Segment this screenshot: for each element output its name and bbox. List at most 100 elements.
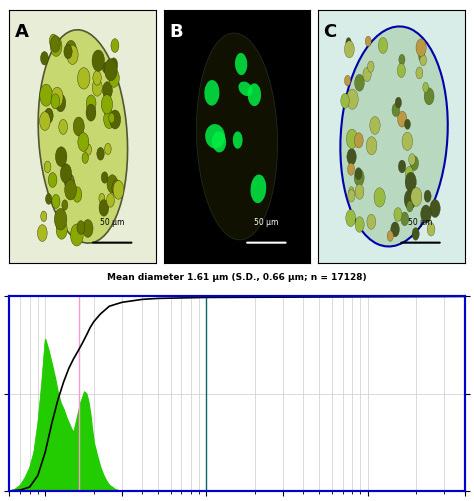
Circle shape (370, 117, 380, 134)
Ellipse shape (205, 124, 225, 148)
Circle shape (55, 94, 66, 112)
Circle shape (102, 63, 109, 73)
Text: A: A (15, 23, 29, 41)
Circle shape (92, 79, 102, 96)
Circle shape (348, 189, 355, 202)
Circle shape (67, 45, 78, 65)
Circle shape (77, 220, 85, 234)
Circle shape (64, 45, 72, 59)
Circle shape (401, 212, 409, 225)
Circle shape (55, 208, 67, 230)
Ellipse shape (340, 27, 448, 246)
Circle shape (86, 95, 96, 112)
Circle shape (378, 38, 388, 54)
Circle shape (59, 119, 67, 134)
Circle shape (71, 224, 83, 246)
Circle shape (387, 230, 393, 241)
Circle shape (355, 184, 364, 199)
Circle shape (427, 222, 435, 236)
Circle shape (86, 104, 96, 121)
Circle shape (104, 59, 117, 81)
Text: 50 μm: 50 μm (100, 218, 124, 227)
Circle shape (109, 110, 120, 129)
Circle shape (93, 71, 101, 85)
Circle shape (424, 88, 434, 105)
Ellipse shape (212, 131, 226, 152)
Circle shape (346, 89, 358, 109)
Circle shape (392, 103, 400, 117)
Circle shape (109, 69, 119, 87)
Circle shape (109, 113, 115, 123)
Circle shape (391, 222, 400, 237)
Circle shape (78, 68, 90, 89)
Circle shape (355, 168, 362, 180)
Circle shape (101, 172, 108, 183)
Title: Mean diameter 1.61 μm (S.D., 0.66 μm; n = 17128): Mean diameter 1.61 μm (S.D., 0.66 μm; n … (107, 273, 367, 282)
Circle shape (346, 209, 356, 226)
Circle shape (354, 169, 364, 186)
Circle shape (411, 187, 422, 206)
Ellipse shape (235, 53, 247, 75)
Ellipse shape (38, 30, 128, 243)
Circle shape (50, 37, 62, 56)
Circle shape (107, 193, 114, 207)
Circle shape (82, 152, 88, 163)
Circle shape (420, 55, 427, 66)
Circle shape (51, 87, 63, 107)
Circle shape (62, 200, 68, 210)
Circle shape (65, 41, 76, 60)
Circle shape (347, 149, 356, 165)
Circle shape (41, 211, 47, 221)
Circle shape (82, 219, 93, 237)
Circle shape (397, 64, 405, 78)
Circle shape (102, 82, 112, 99)
Circle shape (407, 201, 413, 212)
Circle shape (402, 132, 413, 150)
Circle shape (40, 84, 53, 106)
Circle shape (399, 55, 405, 65)
Circle shape (52, 194, 60, 208)
Circle shape (374, 188, 385, 207)
Circle shape (55, 147, 67, 166)
Circle shape (73, 117, 84, 136)
Circle shape (99, 193, 105, 203)
Circle shape (405, 172, 416, 192)
Circle shape (395, 97, 401, 108)
Circle shape (424, 190, 431, 202)
Ellipse shape (248, 83, 261, 106)
Circle shape (355, 74, 365, 91)
Circle shape (365, 36, 371, 47)
Circle shape (349, 187, 354, 196)
Circle shape (430, 199, 440, 217)
Circle shape (409, 154, 415, 165)
Circle shape (44, 161, 51, 173)
Circle shape (85, 144, 91, 155)
Circle shape (416, 39, 426, 57)
Circle shape (110, 58, 118, 71)
Circle shape (355, 217, 364, 232)
Circle shape (394, 207, 402, 221)
Circle shape (46, 193, 52, 204)
Circle shape (64, 180, 76, 200)
Circle shape (48, 173, 57, 187)
Circle shape (39, 112, 50, 130)
Circle shape (101, 95, 113, 114)
Text: 50 μm: 50 μm (254, 218, 279, 227)
Circle shape (366, 137, 377, 155)
Circle shape (107, 175, 118, 193)
Circle shape (78, 133, 89, 151)
Circle shape (410, 156, 419, 170)
Circle shape (92, 50, 104, 71)
Circle shape (416, 67, 423, 79)
Circle shape (420, 205, 431, 223)
Circle shape (412, 227, 419, 240)
Circle shape (404, 119, 410, 129)
Text: B: B (170, 23, 183, 41)
Circle shape (99, 199, 109, 216)
Circle shape (37, 224, 47, 241)
Circle shape (49, 34, 57, 48)
Circle shape (111, 39, 119, 53)
Circle shape (423, 82, 428, 92)
Circle shape (56, 220, 67, 239)
Circle shape (51, 36, 60, 52)
